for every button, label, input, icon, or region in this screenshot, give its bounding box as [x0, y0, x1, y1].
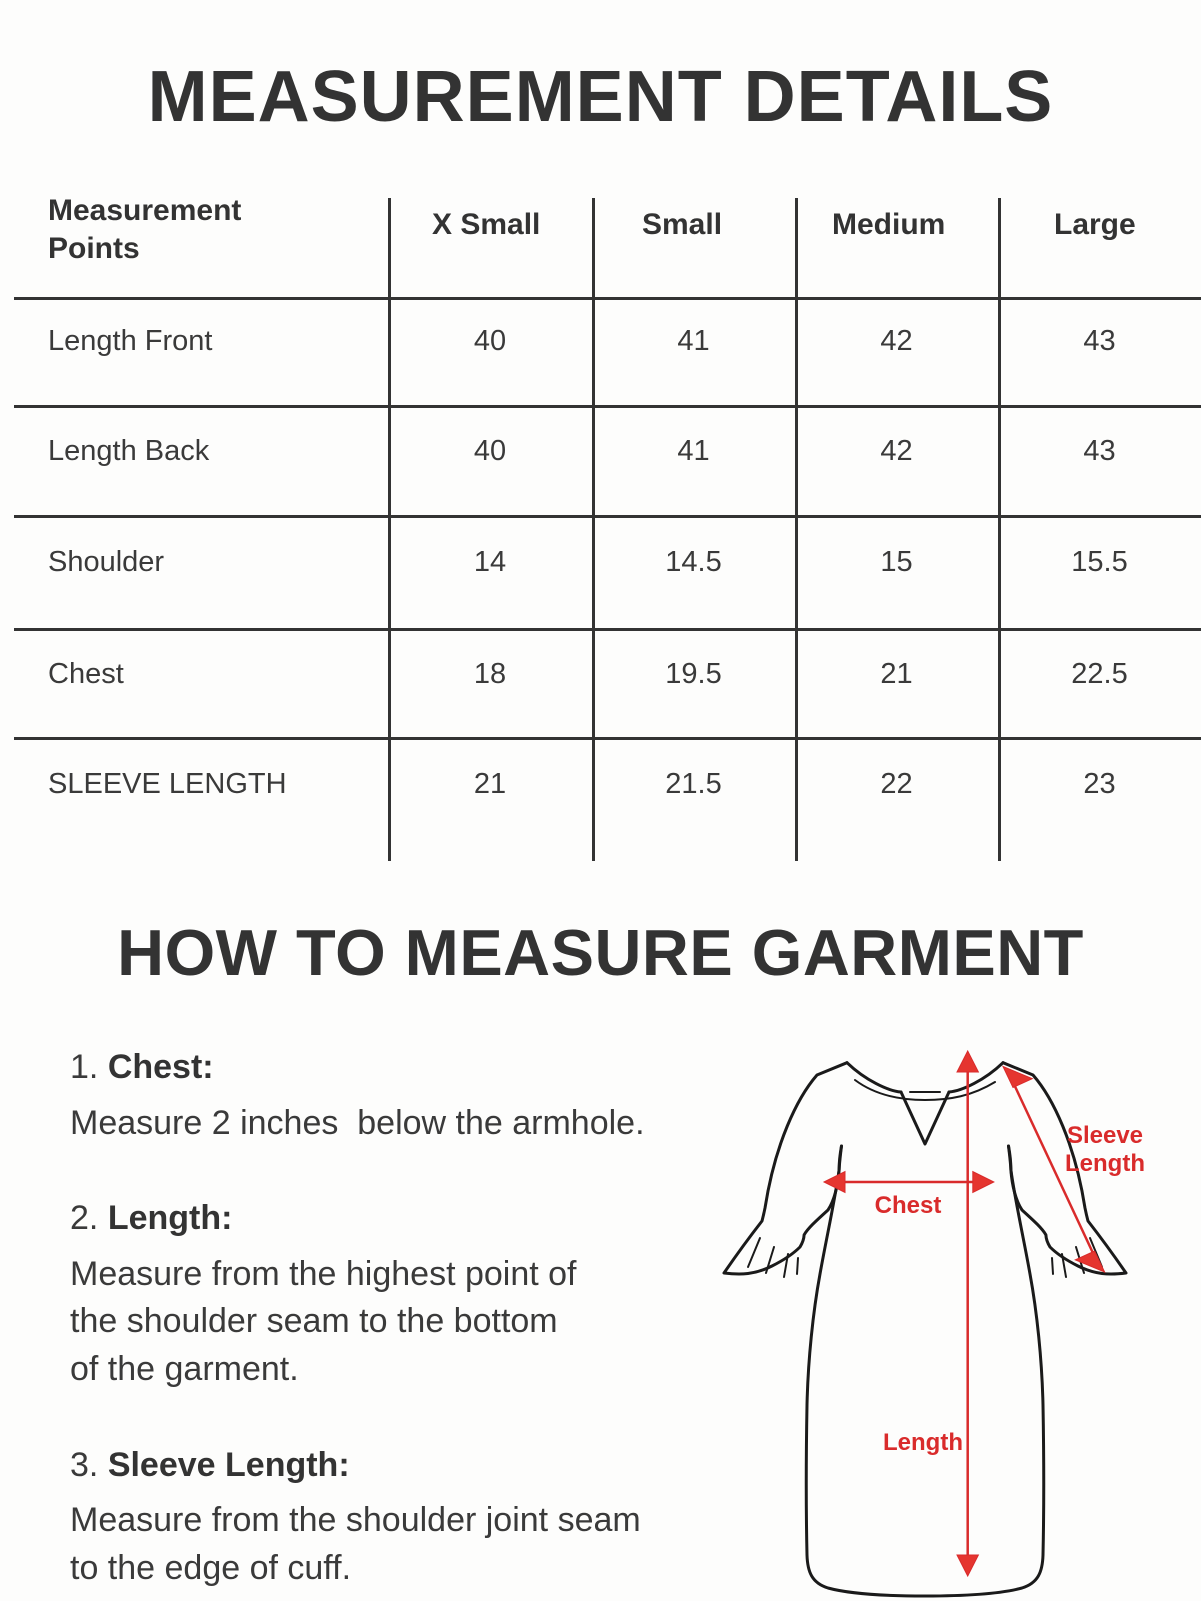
- svg-text:Sleeve: Sleeve: [1067, 1122, 1143, 1149]
- svg-text:Length: Length: [1065, 1150, 1145, 1177]
- svg-text:Length: Length: [883, 1429, 963, 1456]
- svg-text:Chest: Chest: [875, 1192, 942, 1219]
